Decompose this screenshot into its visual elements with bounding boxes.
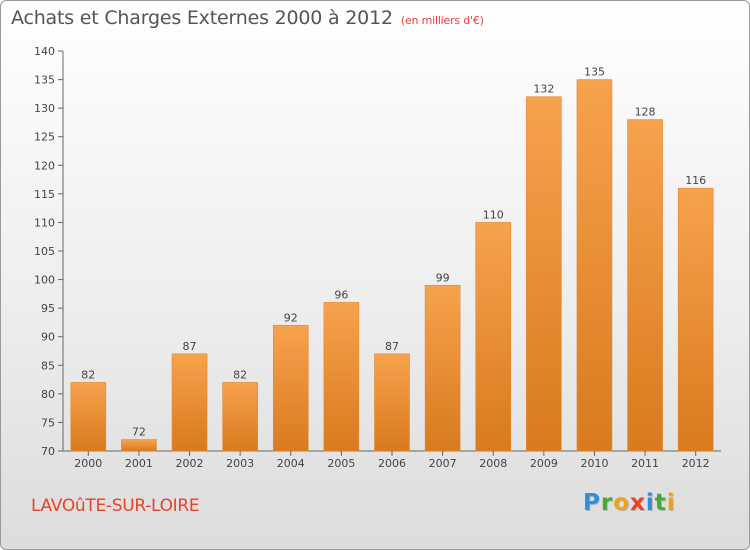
x-tick-label: 2008 [479,457,507,470]
x-tick-label: 2012 [682,457,710,470]
chart-subtitle: (en milliers d'€) [400,14,484,27]
bar [272,324,309,452]
y-tick-label: 125 [34,131,55,144]
x-tick-label: 2006 [378,457,406,470]
y-tick-label: 130 [34,102,55,115]
logo-letter: i [666,490,676,516]
y-tick-label: 75 [41,416,55,429]
logo-letter: P [583,490,601,516]
y-tick-label: 135 [34,74,55,87]
data-label: 116 [685,174,706,187]
bar [627,119,663,452]
x-tick-label: 2011 [631,457,659,470]
bar [526,96,562,452]
x-tick-label: 2005 [327,457,355,470]
bar [677,187,714,452]
data-label: 128 [635,106,656,119]
chart-title-text: Achats et Charges Externes 2000 à 2012 [11,7,393,29]
bar [171,353,208,452]
bar [576,79,613,452]
bar [121,439,157,452]
bar [424,284,461,452]
y-tick-label: 120 [34,159,55,172]
bar [70,382,107,452]
bar [475,222,512,452]
data-label: 92 [284,311,298,324]
bar [222,382,258,452]
y-tick-label: 85 [41,359,55,372]
x-tick-label: 2010 [580,457,608,470]
data-label: 96 [334,288,348,301]
y-tick-label: 90 [41,331,55,344]
data-label: 135 [584,66,605,79]
data-label: 132 [533,83,554,96]
data-label: 87 [183,340,197,353]
y-tick-label: 80 [41,388,55,401]
bar [323,302,360,452]
x-tick-label: 2009 [530,457,558,470]
data-label: 110 [483,208,504,221]
y-tick-label: 115 [34,188,55,201]
data-label: 82 [233,368,247,381]
x-tick-label: 2000 [74,457,102,470]
logo-letter: i [645,490,655,516]
x-tick-label: 2001 [125,457,153,470]
y-tick-label: 110 [34,216,55,229]
logo-letter: t [654,490,667,516]
y-tick-label: 100 [34,274,55,287]
y-tick-label: 70 [41,445,55,458]
location-name: LAVOûTE-SUR-LOIRE [31,496,200,516]
logo-letter: o [613,490,631,516]
data-label: 82 [81,368,95,381]
logo-letter: x [630,490,646,516]
y-tick-label: 105 [34,245,55,258]
bar [374,353,410,452]
x-tick-label: 2003 [226,457,254,470]
y-tick-label: 95 [41,302,55,315]
logo-letter: r [600,490,614,516]
proxiti-logo: Proxiti [583,490,676,516]
chart-title: Achats et Charges Externes 2000 à 2012 (e… [11,7,484,29]
data-label: 87 [385,340,399,353]
data-label: 72 [132,426,146,439]
x-tick-label: 2002 [176,457,204,470]
y-tick-label: 140 [34,45,55,58]
x-tick-label: 2004 [277,457,305,470]
data-label: 99 [436,271,450,284]
x-tick-label: 2007 [429,457,457,470]
